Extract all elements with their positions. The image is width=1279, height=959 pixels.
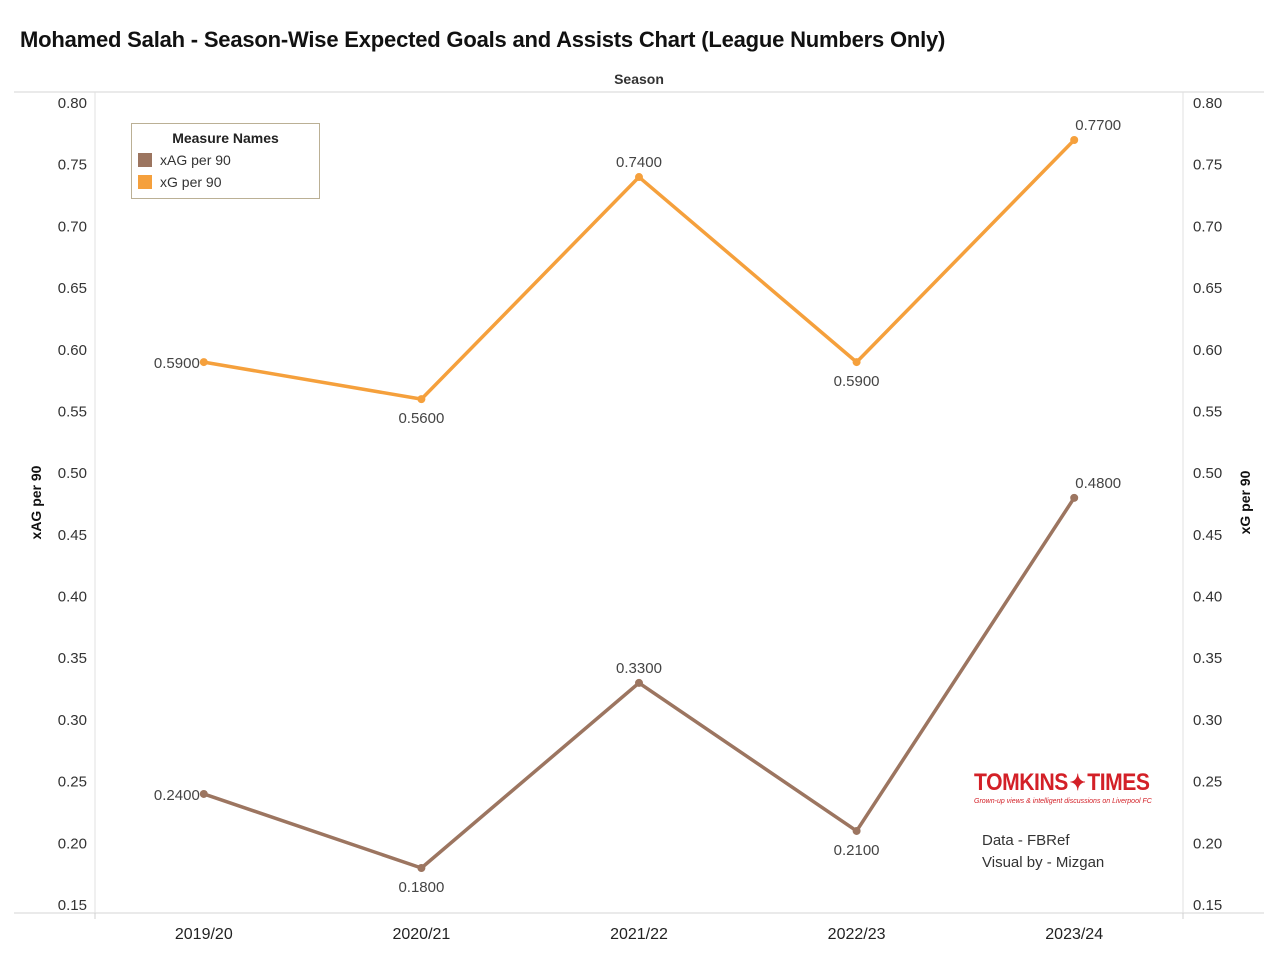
liverbird-icon: ✦ <box>1069 770 1086 795</box>
y-tick-label-right: 0.35 <box>1193 650 1222 667</box>
y-tick-label-right: 0.55 <box>1193 403 1222 420</box>
data-label: 0.5900 <box>834 373 880 390</box>
y-tick-label-right: 0.40 <box>1193 589 1222 606</box>
data-label: 0.5900 <box>154 355 200 372</box>
y-tick-label-left: 0.45 <box>58 527 87 544</box>
data-point <box>1070 136 1079 145</box>
y-tick-label-left: 0.65 <box>58 280 87 297</box>
data-label: 0.4800 <box>1075 475 1121 492</box>
logo-brand-right: TIMES <box>1087 769 1150 796</box>
y-axis-left-title: xAG per 90 <box>28 465 44 539</box>
y-tick-label-right: 0.65 <box>1193 280 1222 297</box>
x-tick-label: 2022/23 <box>828 926 886 943</box>
data-point <box>635 678 643 687</box>
y-tick-label-left: 0.50 <box>58 465 87 482</box>
data-label: 0.3300 <box>616 660 662 677</box>
data-label: 0.1800 <box>398 879 444 896</box>
y-tick-label-left: 0.25 <box>58 774 87 791</box>
y-tick-label-left: 0.55 <box>58 403 87 420</box>
y-tick-label-right: 0.60 <box>1193 342 1222 359</box>
y-tick-label-left: 0.40 <box>58 589 87 606</box>
legend-item-xg[interactable]: xG per 90 <box>138 174 319 190</box>
legend-label-xg: xG per 90 <box>160 174 222 190</box>
chart-title: Mohamed Salah - Season-Wise Expected Goa… <box>20 27 946 52</box>
data-label: 0.2400 <box>154 787 200 804</box>
y-tick-label-right: 0.45 <box>1193 527 1222 544</box>
y-tick-label-left: 0.15 <box>58 897 87 914</box>
data-label: 0.2100 <box>834 842 880 859</box>
logo-brand-left: TOMKINS <box>974 769 1068 796</box>
y-tick-label-right: 0.80 <box>1193 95 1222 112</box>
y-tick-label-left: 0.30 <box>58 712 87 729</box>
y-tick-label-right: 0.25 <box>1193 774 1222 791</box>
legend-title: Measure Names <box>172 130 279 146</box>
y-tick-label-left: 0.75 <box>58 157 87 174</box>
data-point <box>417 863 426 872</box>
y-axis-right: 0.80 0.75 0.70 0.65 0.60 0.55 0.50 0.45 0.40 0.35… <box>1193 95 1222 914</box>
data-point <box>199 358 208 367</box>
y-axis-right-title: xG per 90 <box>1237 470 1253 534</box>
legend: Measure Names xAG per 90 xG per 90 <box>131 123 320 199</box>
data-point <box>852 358 861 367</box>
legend-swatch-xg <box>138 175 152 189</box>
x-tick-label: 2020/21 <box>392 926 450 943</box>
tomkins-times-logo: TOMKINS ✦ TIMES Grown-up views & intelli… <box>974 769 1174 805</box>
credits: Data - FBRef Visual by - Mizgan <box>982 830 1104 874</box>
data-label: 0.5600 <box>398 410 444 427</box>
y-axis-left: 0.80 0.75 0.70 0.65 0.60 0.55 0.50 0.45 0.40 0.35… <box>58 95 87 914</box>
y-tick-label-left: 0.60 <box>58 342 87 359</box>
y-tick-label-right: 0.50 <box>1193 465 1222 482</box>
y-tick-label-right: 0.20 <box>1193 835 1222 852</box>
data-point <box>1070 493 1079 502</box>
data-point <box>635 173 643 182</box>
y-tick-label-right: 0.30 <box>1193 712 1222 729</box>
y-tick-label-left: 0.80 <box>58 95 87 112</box>
x-axis: 2019/20 2020/21 2021/22 2022/23 2023/24 <box>175 926 1103 943</box>
y-tick-label-right: 0.15 <box>1193 897 1222 914</box>
y-tick-label-left: 0.70 <box>58 218 87 235</box>
data-point <box>417 395 426 404</box>
y-tick-label-left: 0.35 <box>58 650 87 667</box>
x-tick-label: 2021/22 <box>610 926 668 943</box>
data-point <box>852 826 861 835</box>
data-label: 0.7700 <box>1075 117 1121 134</box>
y-tick-label-right: 0.75 <box>1193 157 1222 174</box>
legend-swatch-xag <box>138 153 152 167</box>
legend-item-xag[interactable]: xAG per 90 <box>138 152 319 168</box>
logo-tagline: Grown-up views & intelligent discussions… <box>974 798 1152 805</box>
credit-data-source: Data - FBRef <box>982 832 1070 849</box>
chart-frame <box>14 91 1264 919</box>
column-title: Season <box>614 71 664 87</box>
x-tick-label: 2023/24 <box>1045 926 1103 943</box>
y-tick-label-right: 0.70 <box>1193 218 1222 235</box>
series-group: 0.5900 0.5600 0.7400 0.5900 0.7700 0.2400 0.18… <box>154 117 1121 896</box>
data-point <box>199 789 208 798</box>
x-tick-label: 2019/20 <box>175 926 233 943</box>
data-label: 0.7400 <box>616 154 662 171</box>
credit-visual-by: Visual by - Mizgan <box>982 854 1105 871</box>
legend-label-xag: xAG per 90 <box>160 152 231 168</box>
y-tick-label-left: 0.20 <box>58 835 87 852</box>
